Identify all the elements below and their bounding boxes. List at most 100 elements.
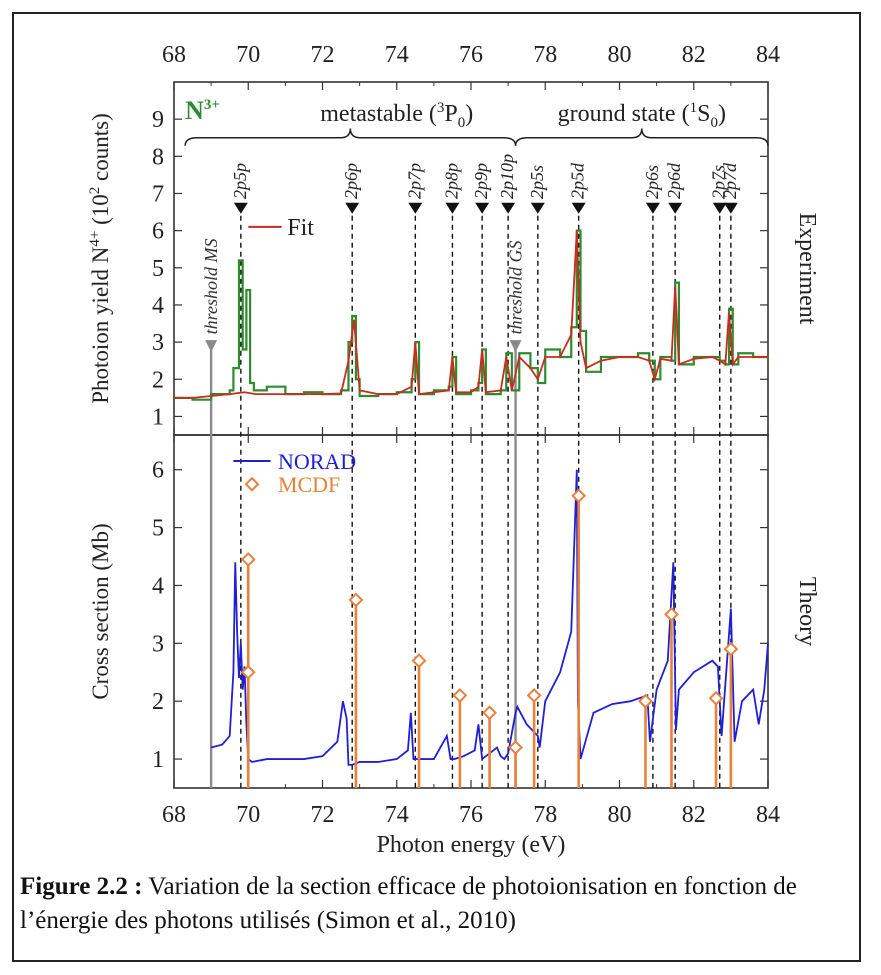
resonance-marker [475, 202, 490, 214]
top-y-tick-label: 5 [152, 256, 164, 282]
metastable-label-part: ) [465, 101, 473, 127]
mcdf-point [482, 705, 497, 721]
bottom-x-tick-label: 72 [311, 802, 335, 828]
top-x-tick-label: 70 [236, 42, 260, 68]
mcdf-point [411, 653, 427, 669]
ion-label-sup: 3+ [204, 97, 220, 113]
mcdf-point [240, 664, 256, 680]
resonance-marker [345, 202, 360, 214]
resonance-marker [408, 202, 423, 214]
mcdf-point [723, 641, 739, 657]
top-y-tick-label: 7 [152, 181, 164, 207]
bottom-x-tick-label: 82 [682, 802, 706, 828]
bottom-y-tick-label: 1 [152, 747, 164, 773]
mcdf-point [708, 690, 724, 706]
bottom-x-tick-label: 80 [608, 802, 632, 828]
ground-state-label: ground state (1S0) [558, 100, 726, 131]
top-x-tick-label: 82 [682, 42, 706, 68]
resonance-marker [723, 202, 738, 214]
top-y-tick-label: 8 [152, 144, 164, 170]
resonance-marker [712, 202, 727, 214]
ground-state-label-part: S [697, 101, 710, 127]
theory-side-label: Theory [794, 577, 820, 646]
resonance-label: 2p7s [709, 165, 729, 199]
top-x-tick-label: 72 [311, 42, 335, 68]
bottom-x-tick-label: 74 [385, 802, 409, 828]
metastable-label-part: 3 [437, 100, 445, 116]
x-axis-label: Photon energy (eV) [377, 832, 566, 858]
resonance-label: 2p10p [497, 154, 517, 199]
metastable-label: metastable (3P0) [320, 100, 473, 131]
caption-text: Variation de la section efficace de phot… [20, 873, 797, 934]
resonance-marker [501, 202, 516, 214]
caption-label: Figure 2.2 : [20, 873, 143, 900]
bottom-y-tick-label: 3 [152, 631, 164, 657]
mcdf-point [638, 693, 653, 709]
norad-series [210, 469, 769, 766]
top-y-axis-label-part: 2 [87, 187, 103, 195]
top-y-tick-label: 6 [152, 219, 164, 245]
threshold-marker [509, 340, 522, 353]
resonance-marker [668, 202, 683, 214]
bottom-x-tick-label: 78 [533, 802, 557, 828]
mcdf-point [452, 687, 468, 703]
resonance-marker [233, 202, 248, 214]
bottom-panel-box [173, 434, 769, 789]
ground-state-label-part: 0 [710, 115, 718, 131]
ground-state-label-part: 1 [690, 100, 698, 116]
bottom-y-tick-label: 2 [152, 689, 164, 715]
ground-state-label-part: ground state ( [558, 101, 690, 127]
fit-legend-label: Fit [287, 215, 314, 241]
norad-legend-label: NORAD [278, 449, 356, 474]
resonance-label: 2p7p [404, 163, 424, 199]
threshold-marker [205, 340, 218, 353]
top-y-axis-label: Photoion yield N4+ (102 counts) [87, 113, 113, 404]
threshold-label: threshold MS [201, 239, 221, 335]
bottom-y-tick-label: 5 [152, 516, 164, 542]
bottom-x-tick-label: 84 [756, 802, 780, 828]
mcdf-point [508, 740, 523, 755]
figure-caption: Figure 2.2 : Variation de la section eff… [20, 870, 870, 938]
top-y-axis-label-part: (10 [88, 194, 113, 230]
ground-state-label-part: ) [718, 101, 726, 127]
top-y-tick-label: 1 [152, 404, 164, 430]
metastable-brace [184, 128, 517, 146]
resonance-label: 2p5d [568, 162, 588, 199]
resonance-label: 2p6d [664, 162, 684, 199]
resonance-marker [445, 202, 460, 214]
mcdf-point [526, 687, 542, 703]
mcdf-legend-marker [244, 476, 260, 492]
mcdf-point [240, 552, 256, 567]
ion-label-main: N [185, 96, 204, 125]
resonance-label: 2p8p [441, 163, 461, 199]
mcdf-point [571, 488, 587, 504]
figure-frame [12, 12, 861, 962]
metastable-label-part: P [444, 101, 457, 127]
bottom-y-tick-label: 4 [152, 573, 164, 599]
resonance-marker [530, 202, 545, 214]
resonance-label: 2p5p [230, 163, 250, 199]
top-y-axis-label-part: Photoion yield N [88, 246, 113, 404]
top-y-axis-label-part: counts) [88, 113, 113, 186]
top-x-tick-label: 76 [459, 42, 483, 68]
top-y-tick-label: 3 [152, 330, 164, 356]
mcdf-legend-label: MCDF [278, 472, 340, 497]
resonance-label: 2p6p [341, 163, 361, 199]
resonance-marker [645, 202, 660, 214]
metastable-label-part: 0 [458, 115, 466, 131]
mcdf-point [348, 592, 364, 608]
resonance-label: 2p7d [720, 162, 740, 199]
resonance-label: 2p9p [471, 163, 491, 199]
top-y-tick-label: 9 [152, 107, 164, 133]
top-x-tick-label: 78 [533, 42, 557, 68]
experiment-series [174, 229, 770, 401]
top-y-tick-label: 4 [152, 293, 164, 319]
mcdf-point [664, 606, 679, 622]
ion-label: N3+ [185, 96, 220, 125]
top-x-tick-label: 68 [162, 42, 186, 68]
metastable-label-part: metastable ( [320, 101, 437, 127]
resonance-marker [571, 202, 586, 214]
threshold-label: threshold GS [506, 241, 526, 335]
resonance-label: 2p6s [642, 165, 662, 199]
experiment-side-label: Experiment [794, 213, 820, 325]
